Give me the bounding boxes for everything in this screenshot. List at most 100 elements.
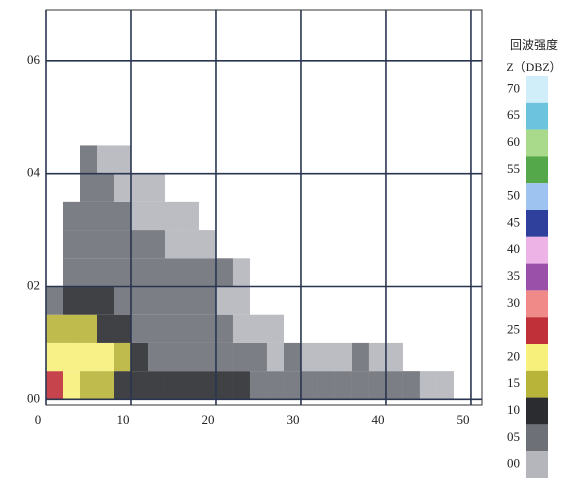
echo-cell [46, 287, 63, 315]
echo-cell [114, 258, 131, 286]
echo-cell [97, 371, 114, 399]
colorbar-swatch [526, 130, 548, 157]
x-tick-label: 0 [35, 412, 42, 427]
echo-cell [80, 202, 97, 230]
legend-title: 回波强度 [510, 37, 558, 52]
echo-cell [301, 343, 318, 371]
y-tick-label: 06 [27, 52, 41, 67]
colorbar-swatch [526, 398, 548, 425]
echo-cell [352, 371, 369, 399]
echo-cell [97, 202, 114, 230]
echo-cell [165, 230, 182, 258]
colorbar-label: 15 [507, 375, 520, 390]
echo-cell [131, 371, 148, 399]
colorbar-swatch [526, 264, 548, 291]
echo-cell [250, 343, 267, 371]
echo-cell [216, 315, 233, 343]
echo-cell [182, 343, 199, 371]
echo-cell [114, 202, 131, 230]
echo-cell [369, 343, 386, 371]
echo-cell [369, 371, 386, 399]
echo-cell [80, 287, 97, 315]
echo-cell [250, 315, 267, 343]
echo-cell [114, 145, 131, 173]
colorbar-label: 00 [507, 456, 520, 471]
chart: 回波强度 Z（DBZ） 0102030405000020406706560555… [0, 0, 567, 483]
echo-cell [199, 371, 216, 399]
echo-cell [318, 343, 335, 371]
echo-cell [386, 371, 403, 399]
colorbar-label: 60 [507, 134, 520, 149]
echo-cell [114, 230, 131, 258]
echo-cell [165, 315, 182, 343]
echo-cell [63, 202, 80, 230]
echo-cell [403, 371, 420, 399]
echo-cell [267, 343, 284, 371]
x-tick-label: 20 [201, 412, 214, 427]
echo-cell [63, 230, 80, 258]
y-tick-label: 02 [27, 277, 40, 292]
echo-cell [114, 174, 131, 202]
x-tick-label: 10 [116, 412, 129, 427]
echo-cell [233, 258, 250, 286]
echo-cell [80, 343, 97, 371]
colorbar-label: 45 [507, 214, 520, 229]
echo-cell [148, 202, 165, 230]
page: 回波强度 Z（DBZ） 0102030405000020406706560555… [0, 0, 567, 483]
colorbar-swatch [526, 156, 548, 183]
echo-cell [199, 287, 216, 315]
echo-cell [335, 371, 352, 399]
echo-cell [97, 343, 114, 371]
colorbar-swatch [526, 290, 548, 317]
colorbar-label: 65 [507, 107, 520, 122]
echo-cell [233, 343, 250, 371]
colorbar-swatch [526, 237, 548, 264]
echo-cell [131, 174, 148, 202]
echo-cell [114, 287, 131, 315]
echo-cell [335, 343, 352, 371]
echo-cell [114, 315, 131, 343]
colorbar-swatch [526, 210, 548, 237]
echo-cell [233, 287, 250, 315]
echo-cell [386, 343, 403, 371]
colorbar-swatch [526, 424, 548, 451]
echo-cell [250, 371, 267, 399]
echo-cell [182, 371, 199, 399]
echo-cell [97, 287, 114, 315]
echo-cell [63, 371, 80, 399]
echo-cell [420, 371, 437, 399]
echo-cell [46, 315, 63, 343]
echo-cell [131, 230, 148, 258]
echo-cell [267, 315, 284, 343]
colorbar-swatch [526, 317, 548, 344]
echo-cell [284, 371, 301, 399]
echo-cell [63, 258, 80, 286]
echo-cell [80, 315, 97, 343]
echo-cell [148, 230, 165, 258]
echo-cell [63, 287, 80, 315]
colorbar-swatch [526, 183, 548, 210]
colorbar-label: 25 [507, 322, 520, 337]
echo-cell [97, 174, 114, 202]
echo-cell [63, 315, 80, 343]
echo-cell [148, 371, 165, 399]
echo-cell [131, 315, 148, 343]
legend-unit: Z（DBZ） [506, 60, 561, 74]
x-tick-label: 50 [456, 412, 469, 427]
colorbar-swatch [526, 103, 548, 130]
colorbar-swatch [526, 371, 548, 398]
echo-cell [131, 258, 148, 286]
echo-cell [114, 371, 131, 399]
echo-cell [182, 202, 199, 230]
echo-cell [148, 315, 165, 343]
colorbar-label: 55 [507, 161, 520, 176]
echo-cell [97, 145, 114, 173]
echo-cell [148, 258, 165, 286]
colorbar-label: 70 [507, 80, 520, 95]
echo-cell [352, 343, 369, 371]
x-tick-label: 40 [371, 412, 384, 427]
colorbar-label: 50 [507, 188, 520, 203]
colorbar-swatch [526, 451, 548, 478]
echo-cell [46, 343, 63, 371]
colorbar-swatch [526, 344, 548, 371]
